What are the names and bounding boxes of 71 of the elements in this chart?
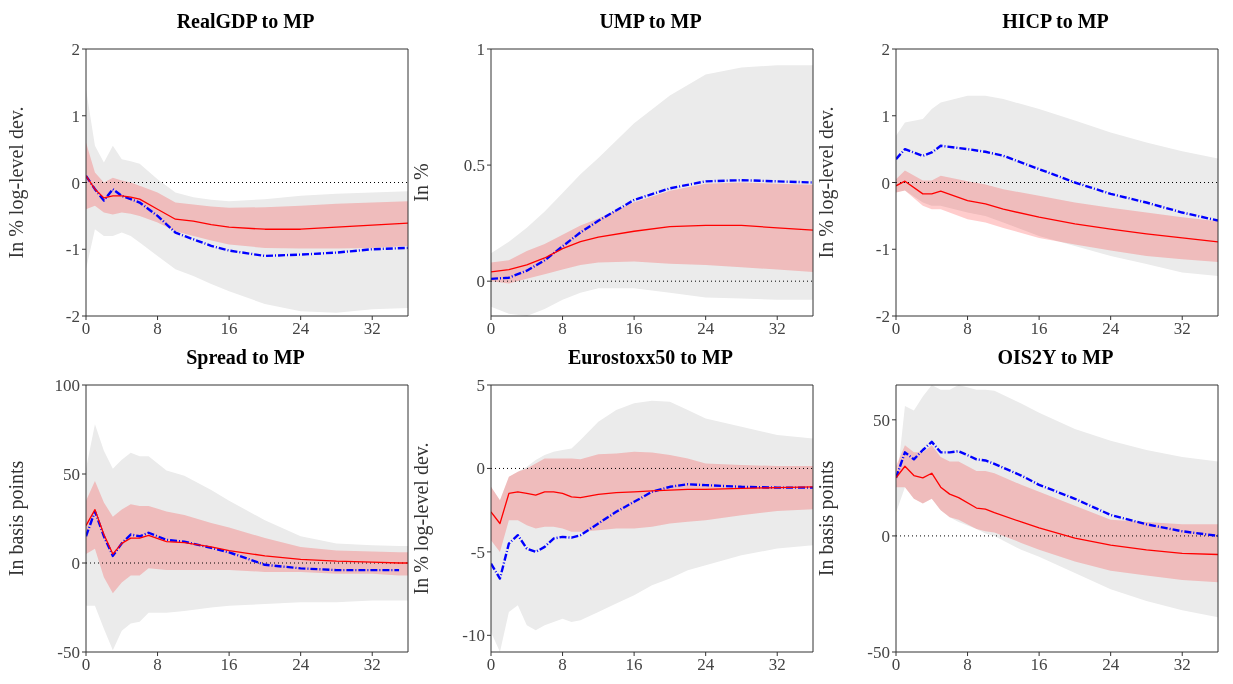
x-tick-label: 16 (625, 655, 643, 675)
x-tick-label: 32 (768, 319, 786, 339)
y-axis-title: In % log-level dev. (815, 106, 839, 259)
y-tick-label: 0 (476, 459, 485, 479)
line-series (86, 175, 408, 230)
x-tick-label: 16 (625, 319, 643, 339)
x-tick-label: 16 (220, 655, 238, 675)
y-tick-label: -50 (57, 643, 80, 663)
x-tick-label: 24 (292, 319, 310, 339)
y-axis-title: In % log-level dev. (5, 106, 29, 259)
x-tick-label: 32 (363, 319, 381, 339)
y-tick-label: 0 (71, 173, 80, 193)
y-tick-label: -1 (875, 240, 890, 260)
y-tick-label: -5 (470, 542, 485, 562)
line-series (896, 180, 1218, 243)
y-tick-label: -2 (875, 307, 890, 327)
y-tick-label: 0 (881, 526, 890, 546)
x-tick-label: 24 (697, 655, 715, 675)
x-tick-label: 16 (1030, 319, 1048, 339)
y-tick-label: -2 (65, 307, 80, 327)
x-tick-label: 24 (292, 655, 310, 675)
x-tick-label: 24 (1102, 319, 1120, 339)
x-tick-label: 8 (558, 319, 567, 339)
chart-title: HICP to MP (1001, 10, 1110, 33)
line-series (86, 174, 408, 258)
line-series (491, 486, 813, 525)
x-tick-label: 8 (153, 655, 162, 675)
x-tick-label: 8 (963, 655, 972, 675)
y-tick-label: -50 (867, 643, 890, 663)
line-series (896, 144, 1218, 222)
y-axis-title: In % log-level dev. (410, 442, 434, 595)
line-series (491, 483, 813, 580)
x-tick-label: 32 (363, 655, 381, 675)
y-tick-label: 0 (476, 272, 485, 292)
line-series (491, 224, 813, 273)
y-tick-label: 50 (63, 465, 80, 485)
y-axis-title: In % (410, 163, 433, 202)
chart-title: OIS2Y to MP (996, 346, 1115, 369)
x-tick-label: 24 (697, 319, 715, 339)
x-tick-label: 16 (220, 319, 238, 339)
line-series (896, 440, 1218, 538)
x-tick-label: 32 (1173, 319, 1191, 339)
chart-title: UMP to MP (598, 10, 703, 33)
y-tick-label: 0 (881, 173, 890, 193)
y-tick-label: -1 (65, 240, 80, 260)
y-tick-label: 1 (476, 40, 485, 60)
x-tick-label: 32 (768, 655, 786, 675)
y-tick-label: 5 (476, 376, 485, 396)
chart-title: RealGDP to MP (175, 10, 316, 33)
y-tick-label: 0 (71, 554, 80, 574)
line-series (896, 465, 1218, 556)
x-tick-label: 8 (153, 319, 162, 339)
y-tick-label: 2 (881, 40, 890, 60)
y-axis-title: In basis points (815, 460, 839, 577)
y-axis-title: In basis points (5, 460, 29, 577)
y-tick-label: 1 (881, 106, 890, 126)
y-tick-label: 2 (71, 40, 80, 60)
line-series (86, 510, 401, 572)
line-series (86, 508, 408, 564)
chart-title: Eurostoxx50 to MP (566, 346, 735, 369)
x-tick-label: 8 (558, 655, 567, 675)
x-tick-label: 16 (1030, 655, 1048, 675)
y-tick-label: -10 (462, 626, 485, 646)
x-tick-label: 24 (1102, 655, 1120, 675)
y-tick-label: 1 (71, 106, 80, 126)
x-tick-label: 8 (963, 319, 972, 339)
y-tick-label: 100 (54, 376, 80, 396)
y-tick-label: 50 (873, 410, 890, 430)
chart-title: Spread to MP (185, 346, 306, 369)
x-tick-label: 32 (1173, 655, 1191, 675)
y-tick-label: 0.5 (463, 156, 485, 176)
